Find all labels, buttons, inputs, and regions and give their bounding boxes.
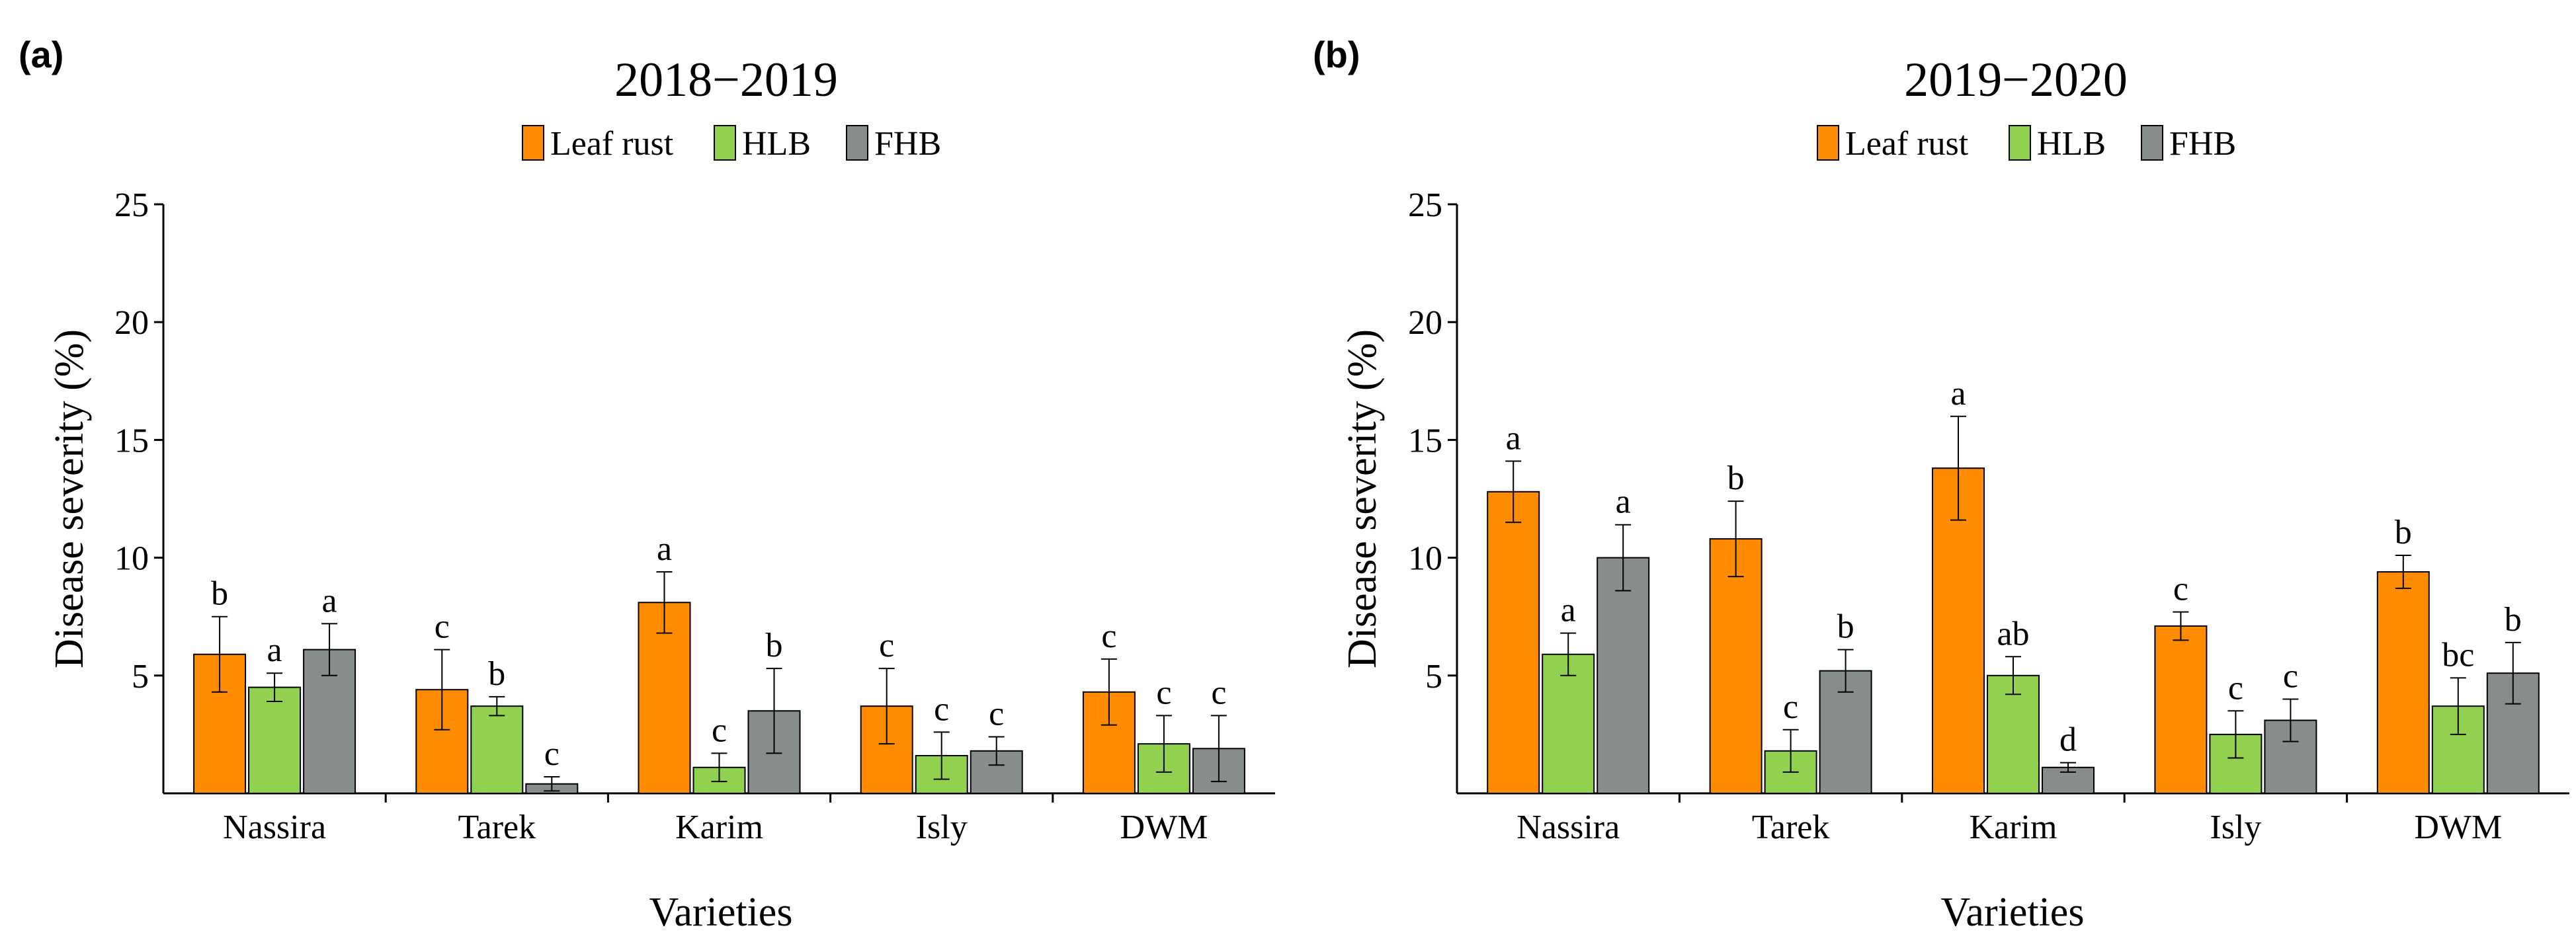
x-tick-label: Karim: [1970, 809, 2057, 846]
significance-letter: b: [2505, 601, 2522, 639]
legend-swatch-1: [2009, 125, 2031, 161]
legend-swatch-2: [846, 125, 868, 161]
panel-label: (b): [1313, 34, 1360, 75]
bar-hlb: [1542, 653, 1595, 794]
significance-letter: ab: [1997, 615, 2029, 653]
x-tick-label: Isly: [916, 809, 968, 846]
y-tick-label: 5: [132, 658, 149, 695]
y-tick-label: 5: [1425, 658, 1442, 695]
panel-a: (a) 2018−2019 Leaf rust HLB FHB 5 10 15 20 25 Dise…: [19, 34, 1275, 935]
x-tick-label: Karim: [675, 809, 763, 846]
panel-b: (b) 2019−2020 Leaf rust HLB FHB 5 10 15 20 25 Dise…: [1313, 34, 2569, 935]
bar-hlb: [248, 686, 302, 794]
significance-letter: b: [211, 575, 228, 613]
significance-letter: c: [2283, 657, 2298, 695]
y-tick-label: 25: [114, 186, 149, 224]
legend-label-2: FHB: [2169, 125, 2236, 163]
significance-letter: a: [1561, 592, 1576, 629]
legend-label-2: FHB: [874, 125, 941, 163]
significance-letter: b: [1837, 608, 1854, 646]
significance-letter: b: [2395, 514, 2412, 551]
bar-fhb: [303, 649, 356, 795]
bar-leaf-rust: [1709, 538, 1763, 794]
legend-label-0: Leaf rust: [550, 125, 674, 163]
significance-letter: a: [322, 582, 337, 619]
bar-leaf-rust: [2376, 571, 2430, 794]
bar-leaf-rust: [1487, 491, 1540, 794]
legend-label-1: HLB: [742, 125, 811, 163]
x-tick-label: Tarek: [458, 809, 536, 846]
y-tick-label: 20: [1408, 304, 1442, 342]
y-tick-label: 10: [114, 540, 149, 578]
y-tick-label: 25: [1408, 186, 1442, 224]
bar-leaf-rust: [2154, 625, 2208, 794]
x-axis-label: Varieties: [1941, 890, 2085, 935]
significance-letter: a: [1506, 419, 1521, 457]
significance-letter: c: [544, 735, 560, 773]
bar-fhb: [1597, 557, 1650, 794]
significance-letter: b: [1727, 459, 1745, 497]
x-tick-label: Isly: [2210, 809, 2261, 846]
significance-letter: a: [1616, 483, 1631, 521]
significance-letter: c: [1783, 688, 1798, 726]
y-tick-label: 15: [1408, 422, 1442, 459]
significance-letter: c: [2173, 571, 2188, 608]
y-axis-label: Disease severity (%): [47, 329, 92, 668]
significance-letter: d: [2059, 721, 2077, 759]
significance-letter: bc: [2442, 636, 2474, 674]
significance-letter: c: [934, 690, 949, 728]
legend-swatch-0: [522, 125, 544, 161]
chart-title: 2018−2019: [614, 53, 838, 107]
significance-letter: a: [1950, 375, 1966, 413]
y-tick-label: 20: [114, 304, 149, 342]
x-tick-label: Nassira: [223, 809, 326, 846]
significance-letter: c: [2228, 669, 2243, 707]
x-tick-label: Tarek: [1752, 809, 1830, 846]
significance-letter: b: [488, 655, 505, 693]
significance-letter: c: [1101, 617, 1116, 655]
legend-swatch-0: [1817, 125, 1839, 161]
significance-letter: c: [879, 627, 894, 664]
significance-letter: c: [712, 711, 727, 749]
significance-letter: a: [267, 631, 282, 669]
significance-letter: b: [766, 627, 783, 664]
bar-hlb: [1987, 674, 2040, 794]
x-axis-label: Varieties: [649, 890, 793, 935]
significance-letter: c: [1156, 674, 1171, 711]
significance-letter: a: [657, 530, 672, 568]
x-tick-label: Nassira: [1517, 809, 1620, 846]
significance-letter: c: [1211, 674, 1226, 711]
panel-label: (a): [19, 34, 63, 75]
x-tick-label: DWM: [1120, 809, 1208, 846]
legend-label-1: HLB: [2037, 125, 2106, 163]
y-tick-label: 15: [114, 422, 149, 459]
legend-swatch-1: [714, 125, 736, 161]
legend-swatch-2: [2141, 125, 2163, 161]
x-tick-label: DWM: [2414, 809, 2502, 846]
legend-label-0: Leaf rust: [1845, 125, 1969, 163]
bar-hlb: [470, 705, 524, 794]
chart-title: 2019−2020: [1904, 53, 2128, 107]
bar-leaf-rust: [1932, 467, 1985, 795]
significance-letter: c: [435, 608, 450, 646]
significance-letter: c: [989, 695, 1004, 733]
y-tick-label: 10: [1408, 540, 1442, 578]
y-axis-label: Disease severity (%): [1340, 329, 1385, 668]
